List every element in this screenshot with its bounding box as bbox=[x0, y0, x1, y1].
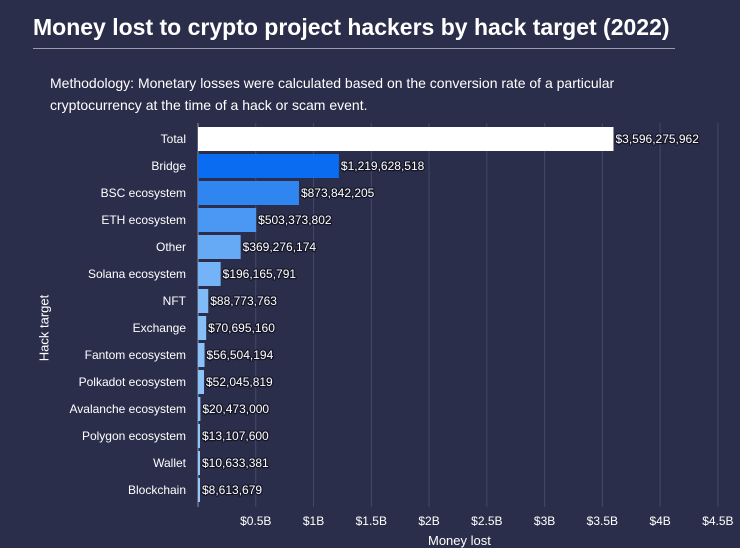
y-tick-label: Solana ecosystem bbox=[88, 267, 186, 281]
bar bbox=[198, 451, 200, 475]
bar bbox=[198, 127, 614, 151]
x-tick-label: $1.5B bbox=[356, 514, 387, 528]
y-tick-label: Total bbox=[161, 132, 186, 146]
data-label: $56,504,194 bbox=[207, 348, 274, 362]
y-tick-label: Other bbox=[156, 240, 186, 254]
methodology-note: Methodology: Monetary losses were calcul… bbox=[50, 75, 615, 113]
data-label: $369,276,174 bbox=[243, 240, 317, 254]
y-tick-label: Blockchain bbox=[128, 483, 186, 497]
x-tick-label: $4.5B bbox=[702, 514, 733, 528]
x-tick-label: $1B bbox=[303, 514, 324, 528]
x-tick-label: $3B bbox=[534, 514, 555, 528]
bar bbox=[198, 397, 201, 421]
title-divider bbox=[33, 48, 675, 49]
bar bbox=[198, 181, 299, 205]
y-tick-label: ETH ecosystem bbox=[101, 213, 186, 227]
y-tick-label: Polkadot ecosystem bbox=[79, 375, 186, 389]
bar bbox=[198, 424, 200, 448]
chart-title: Money lost to crypto project hackers by … bbox=[33, 14, 670, 40]
bar bbox=[198, 370, 205, 394]
x-tick-label: $0.5B bbox=[240, 514, 271, 528]
data-label: $3,596,275,962 bbox=[615, 132, 699, 146]
data-label: $10,633,381 bbox=[202, 456, 269, 470]
bar bbox=[198, 343, 205, 367]
data-label: $1,219,628,518 bbox=[341, 159, 425, 173]
data-label: $13,107,600 bbox=[202, 429, 269, 443]
data-label: $503,373,802 bbox=[258, 213, 332, 227]
data-label: $20,473,000 bbox=[202, 402, 269, 416]
data-label: $70,695,160 bbox=[208, 321, 275, 335]
y-tick-label: Avalanche ecosystem bbox=[69, 402, 186, 416]
y-tick-label: NFT bbox=[163, 294, 187, 308]
data-label: $196,165,791 bbox=[223, 267, 297, 281]
y-tick-label: Fantom ecosystem bbox=[85, 348, 186, 362]
bar bbox=[198, 478, 200, 502]
x-tick-label: $4B bbox=[649, 514, 670, 528]
data-label: $8,613,679 bbox=[202, 483, 262, 497]
bar bbox=[198, 262, 221, 286]
y-tick-label: Wallet bbox=[153, 456, 187, 470]
data-label: $873,842,205 bbox=[301, 186, 375, 200]
data-label: $88,773,763 bbox=[210, 294, 277, 308]
bar bbox=[198, 316, 207, 340]
bar bbox=[198, 289, 209, 313]
y-tick-label: Bridge bbox=[151, 159, 186, 173]
bar bbox=[198, 154, 339, 178]
x-tick-label: $3.5B bbox=[587, 514, 618, 528]
x-tick-label: $2B bbox=[418, 514, 439, 528]
x-tick-label: $2.5B bbox=[471, 514, 502, 528]
x-axis-label: Money lost bbox=[428, 533, 491, 548]
y-tick-label: BSC ecosystem bbox=[101, 186, 186, 200]
bar bbox=[198, 235, 241, 259]
bar bbox=[198, 208, 257, 232]
data-label: $52,045,819 bbox=[206, 375, 273, 389]
y-tick-label: Exchange bbox=[133, 321, 187, 335]
y-tick-label: Polygon ecosystem bbox=[82, 429, 186, 443]
